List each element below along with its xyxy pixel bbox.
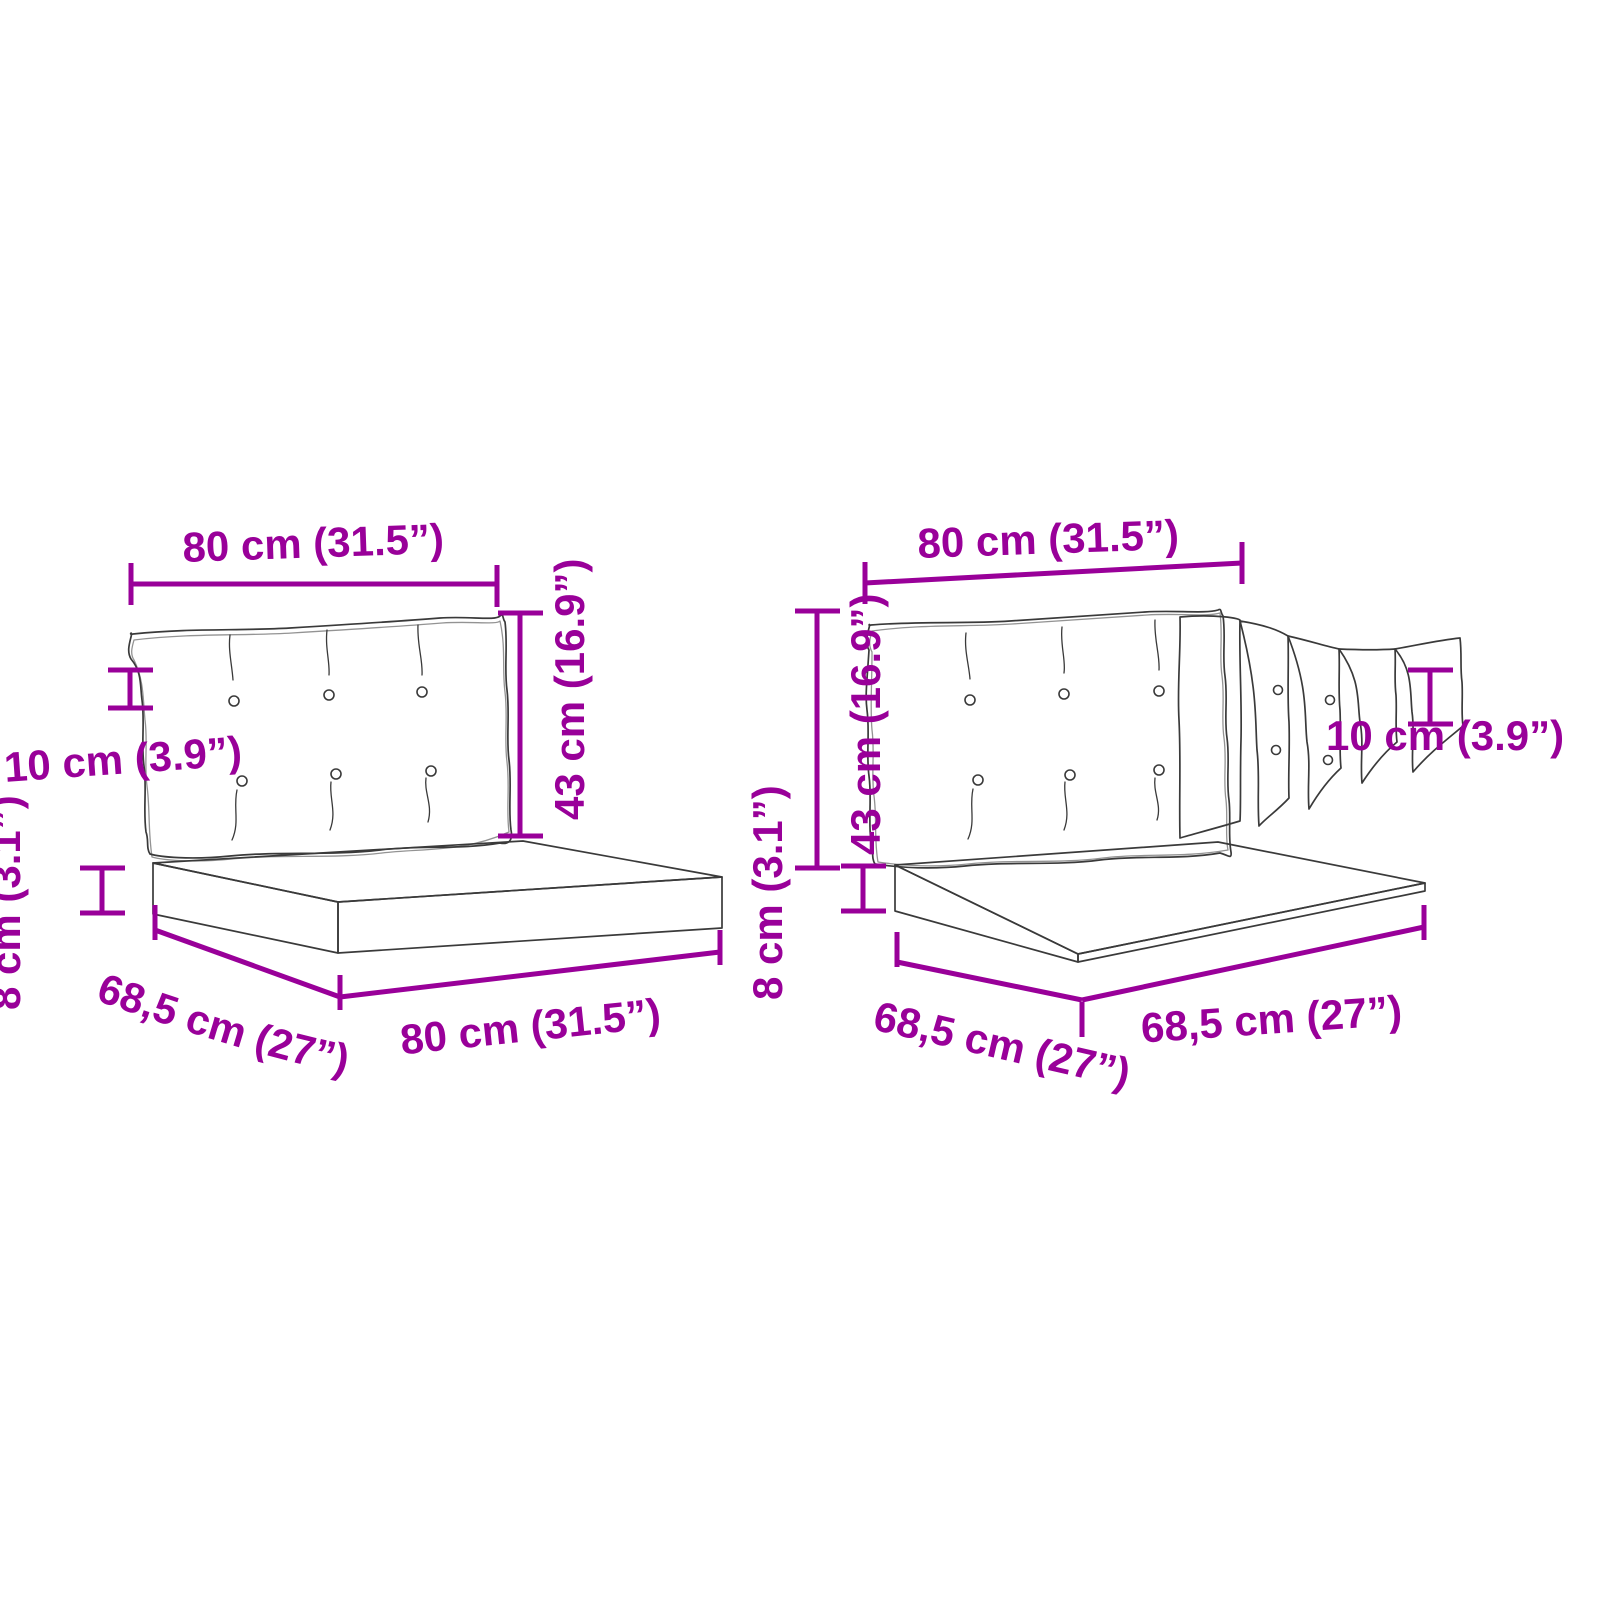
svg-text:80 cm (31.5”): 80 cm (31.5”) — [917, 511, 1180, 567]
svg-text:80 cm (31.5”): 80 cm (31.5”) — [182, 515, 445, 571]
svg-text:43 cm (16.9”): 43 cm (16.9”) — [842, 594, 889, 855]
svg-text:8 cm (3.1”): 8 cm (3.1”) — [0, 795, 29, 1010]
svg-text:43 cm (16.9”): 43 cm (16.9”) — [546, 559, 593, 820]
svg-text:10 cm (3.9”): 10 cm (3.9”) — [1326, 712, 1564, 759]
svg-text:8 cm (3.1”): 8 cm (3.1”) — [744, 785, 791, 1000]
